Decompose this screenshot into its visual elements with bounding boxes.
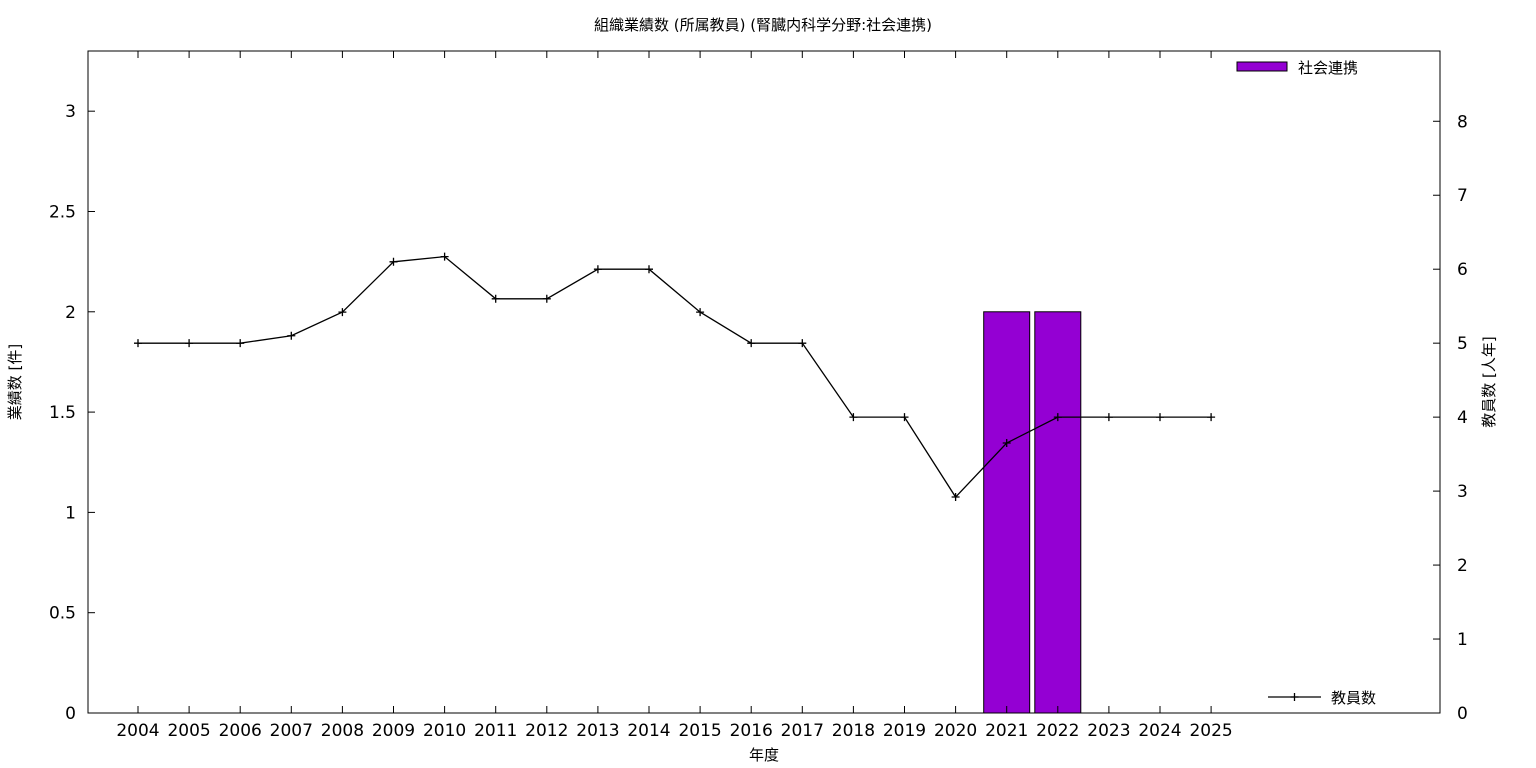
x-tick-label: 2010 <box>423 721 466 741</box>
line-point <box>1053 413 1062 422</box>
line-point <box>951 493 960 502</box>
y-tick-label: 2.5 <box>49 202 76 222</box>
line-point <box>900 413 909 422</box>
x-tick-label: 2004 <box>116 721 159 741</box>
line-point <box>1104 413 1113 422</box>
line-point <box>338 308 347 317</box>
y-tick-label: 2 <box>65 303 76 323</box>
x-tick-label: 2006 <box>219 721 262 741</box>
y2-axis-label: 教員数 [人年] <box>1480 336 1498 427</box>
y-tick-label: 0.5 <box>49 604 76 624</box>
x-tick-label: 2018 <box>832 721 875 741</box>
y2-tick-label: 2 <box>1457 556 1468 576</box>
line-point <box>1002 439 1011 448</box>
y2-tick-label: 0 <box>1457 704 1468 724</box>
y2-tick-label: 5 <box>1457 334 1468 354</box>
legend-label-bar: 社会連携 <box>1298 59 1358 77</box>
x-tick-label: 2011 <box>474 721 517 741</box>
line-point <box>696 308 705 317</box>
x-tick-label: 2020 <box>934 721 977 741</box>
x-tick-label: 2023 <box>1087 721 1130 741</box>
y-tick-label: 0 <box>65 704 76 724</box>
x-tick-label: 2022 <box>1036 721 1079 741</box>
plot-frame <box>87 50 1441 714</box>
bar <box>983 311 1031 714</box>
x-tick-label: 2024 <box>1138 721 1181 741</box>
line-point <box>1207 413 1216 422</box>
line-point <box>798 339 807 348</box>
y-axis-right: 0 1 2 3 4 5 6 7 8 <box>1433 112 1468 724</box>
x-tick-label: 2008 <box>321 721 364 741</box>
y-tick-label: 1 <box>65 503 76 523</box>
line-point <box>287 331 296 340</box>
legend-label-line: 教員数 <box>1331 689 1376 707</box>
y-axis-left: 0 0.5 1 1.5 2 2.5 3 <box>49 102 95 724</box>
y-axis-label: 業績数 [件] <box>6 344 24 420</box>
x-tick-label: 2005 <box>167 721 210 741</box>
line-point <box>645 265 653 274</box>
chart-title: 組織業績数 (所属教員) (腎臓内科学分野:社会連携) <box>594 16 932 34</box>
line-point <box>491 294 500 303</box>
line-point <box>236 339 245 348</box>
bar <box>1034 311 1082 714</box>
x-tick-label: 2009 <box>372 721 415 741</box>
y2-tick-label: 6 <box>1457 260 1468 280</box>
x-axis: 2004 2005 2006 2007 2008 2009 2010 2011 2012 2013… <box>116 51 1233 741</box>
y-tick-label: 1.5 <box>49 403 76 423</box>
line-point <box>1156 413 1164 422</box>
legend-swatch-bar <box>1236 61 1288 72</box>
line-group <box>134 252 1216 502</box>
legend-marker-line <box>1290 693 1299 701</box>
x-tick-label: 2014 <box>627 721 670 741</box>
bar-group <box>983 311 1082 714</box>
x-tick-label: 2012 <box>525 721 568 741</box>
line-point <box>542 294 551 303</box>
x-axis-label: 年度 <box>749 746 779 764</box>
line-point <box>747 339 756 348</box>
line-point <box>389 257 398 266</box>
x-tick-label: 2021 <box>985 721 1028 741</box>
x-tick-label: 2013 <box>576 721 619 741</box>
x-tick-label: 2016 <box>730 721 773 741</box>
x-tick-label: 2025 <box>1189 721 1232 741</box>
line-point <box>440 252 449 261</box>
y2-tick-label: 4 <box>1457 408 1468 428</box>
x-tick-label: 2015 <box>678 721 721 741</box>
x-tick-label: 2007 <box>270 721 313 741</box>
y2-tick-label: 7 <box>1457 186 1468 206</box>
line-point <box>185 339 194 348</box>
line-point <box>134 339 142 348</box>
line-series <box>138 255 1212 499</box>
y-tick-label: 3 <box>65 102 76 122</box>
y2-tick-label: 3 <box>1457 482 1468 502</box>
line-point <box>593 265 602 274</box>
y2-tick-label: 8 <box>1457 112 1468 132</box>
x-tick-label: 2017 <box>781 721 824 741</box>
line-point <box>849 413 858 422</box>
y2-tick-label: 1 <box>1457 630 1468 650</box>
x-tick-label: 2019 <box>883 721 926 741</box>
